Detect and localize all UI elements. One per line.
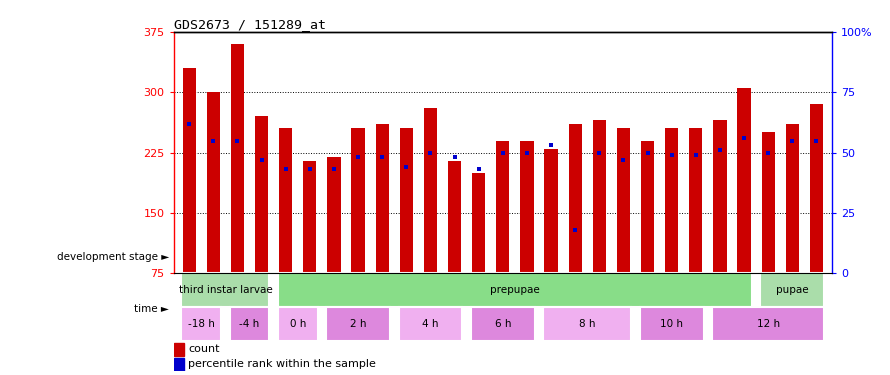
Bar — [182, 68, 196, 273]
Bar — [472, 173, 485, 273]
Text: GDS2673 / 151289_at: GDS2673 / 151289_at — [174, 18, 326, 31]
Text: time ►: time ► — [134, 304, 169, 314]
Bar — [738, 88, 751, 273]
Bar — [714, 120, 726, 273]
Bar — [760, 273, 824, 308]
Bar — [569, 124, 582, 273]
Bar — [174, 343, 184, 356]
Bar — [255, 116, 268, 273]
Bar — [424, 108, 437, 273]
Bar — [665, 128, 678, 273]
Text: prepupae: prepupae — [490, 285, 540, 295]
Bar — [593, 120, 606, 273]
Bar — [352, 128, 365, 273]
Bar — [497, 141, 509, 273]
Bar — [641, 141, 654, 273]
Bar — [326, 308, 390, 341]
Text: third instar larvae: third instar larvae — [179, 285, 272, 295]
Bar — [400, 128, 413, 273]
Bar — [471, 308, 535, 341]
Text: count: count — [188, 345, 220, 354]
Text: 8 h: 8 h — [579, 320, 595, 329]
Bar — [545, 148, 558, 273]
Bar — [762, 132, 775, 273]
Text: -18 h: -18 h — [188, 320, 214, 329]
Text: 4 h: 4 h — [422, 320, 439, 329]
Bar — [278, 273, 752, 308]
Bar — [230, 308, 270, 341]
Text: pupae: pupae — [776, 285, 809, 295]
Bar — [182, 273, 270, 308]
Bar — [689, 128, 702, 273]
Bar — [303, 160, 317, 273]
Bar — [206, 92, 220, 273]
Text: percentile rank within the sample: percentile rank within the sample — [188, 359, 376, 369]
Text: 10 h: 10 h — [660, 320, 684, 329]
Bar — [174, 358, 184, 370]
Bar — [810, 104, 823, 273]
Bar — [448, 160, 461, 273]
Text: 12 h: 12 h — [756, 320, 780, 329]
Text: 2 h: 2 h — [350, 320, 367, 329]
Bar — [786, 124, 799, 273]
Bar — [543, 308, 631, 341]
Bar — [640, 308, 704, 341]
Text: 0 h: 0 h — [289, 320, 306, 329]
Text: development stage ►: development stage ► — [57, 252, 169, 262]
Text: -4 h: -4 h — [239, 320, 260, 329]
Bar — [712, 308, 824, 341]
Bar — [521, 141, 534, 273]
Bar — [376, 124, 389, 273]
Bar — [617, 128, 630, 273]
Bar — [278, 308, 318, 341]
Bar — [182, 308, 222, 341]
Bar — [279, 128, 292, 273]
Bar — [328, 157, 341, 273]
Bar — [231, 44, 244, 273]
Bar — [399, 308, 463, 341]
Text: 6 h: 6 h — [495, 320, 511, 329]
